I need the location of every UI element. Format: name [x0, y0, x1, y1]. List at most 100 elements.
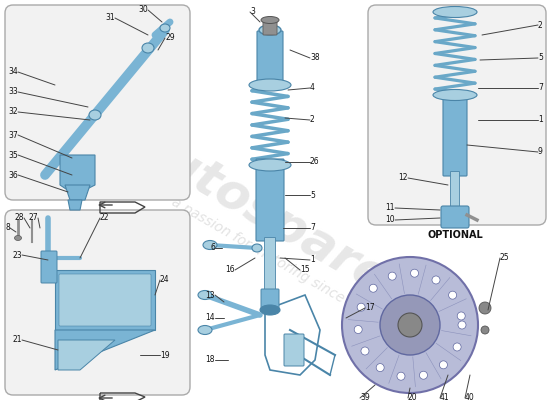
Circle shape — [380, 295, 440, 355]
Text: 12: 12 — [399, 174, 408, 182]
Text: 2: 2 — [310, 116, 315, 124]
Text: 29: 29 — [165, 34, 175, 42]
Text: 22: 22 — [100, 214, 109, 222]
Text: 20: 20 — [408, 394, 417, 400]
FancyBboxPatch shape — [284, 334, 304, 366]
Text: 8: 8 — [6, 224, 10, 232]
Circle shape — [397, 372, 405, 380]
Text: 7: 7 — [538, 84, 543, 92]
Ellipse shape — [198, 290, 212, 300]
FancyBboxPatch shape — [5, 5, 190, 200]
Text: 3: 3 — [250, 8, 255, 16]
FancyBboxPatch shape — [256, 159, 284, 241]
Ellipse shape — [203, 240, 217, 250]
Circle shape — [453, 343, 461, 351]
Text: 2: 2 — [538, 20, 543, 30]
Text: 23: 23 — [12, 250, 22, 260]
Ellipse shape — [142, 43, 154, 53]
Ellipse shape — [89, 110, 101, 120]
Text: OPTIONAL: OPTIONAL — [427, 230, 483, 240]
FancyBboxPatch shape — [450, 172, 459, 210]
Text: 10: 10 — [386, 216, 395, 224]
Text: 41: 41 — [440, 394, 450, 400]
Ellipse shape — [433, 90, 477, 100]
Text: 34: 34 — [8, 68, 18, 76]
Text: 1: 1 — [538, 116, 543, 124]
Text: 18: 18 — [206, 356, 215, 364]
FancyBboxPatch shape — [265, 238, 276, 294]
Text: a passion for motoring since 1989: a passion for motoring since 1989 — [169, 195, 381, 325]
Text: 7: 7 — [310, 224, 315, 232]
Text: 26: 26 — [310, 158, 320, 166]
Text: 39: 39 — [360, 394, 370, 400]
Text: 33: 33 — [8, 88, 18, 96]
Circle shape — [369, 284, 377, 292]
Ellipse shape — [260, 305, 280, 315]
Text: 21: 21 — [13, 336, 22, 344]
Text: 25: 25 — [500, 254, 510, 262]
Text: 6: 6 — [210, 244, 215, 252]
Text: 14: 14 — [205, 314, 215, 322]
FancyBboxPatch shape — [443, 94, 467, 176]
Text: 1: 1 — [310, 256, 315, 264]
Text: 19: 19 — [160, 350, 169, 360]
Polygon shape — [55, 330, 155, 370]
Text: 4: 4 — [310, 84, 315, 92]
Text: 11: 11 — [386, 204, 395, 212]
FancyBboxPatch shape — [257, 31, 283, 88]
Ellipse shape — [160, 24, 170, 32]
Circle shape — [458, 321, 466, 329]
Circle shape — [420, 371, 427, 379]
Ellipse shape — [198, 326, 212, 334]
Polygon shape — [60, 155, 95, 195]
Polygon shape — [55, 270, 155, 330]
Circle shape — [449, 291, 456, 299]
Text: 38: 38 — [310, 54, 320, 62]
Text: 17: 17 — [365, 304, 375, 312]
Ellipse shape — [252, 244, 262, 252]
Text: 9: 9 — [538, 148, 543, 156]
FancyBboxPatch shape — [59, 274, 151, 326]
Ellipse shape — [249, 79, 291, 91]
Text: 32: 32 — [8, 108, 18, 116]
Text: autosparex: autosparex — [125, 120, 425, 320]
Ellipse shape — [249, 159, 291, 171]
Text: 30: 30 — [138, 6, 148, 14]
Text: 40: 40 — [465, 394, 475, 400]
Circle shape — [342, 257, 478, 393]
Circle shape — [398, 313, 422, 337]
FancyBboxPatch shape — [261, 289, 279, 311]
FancyBboxPatch shape — [368, 5, 546, 225]
Ellipse shape — [14, 236, 21, 240]
Text: 13: 13 — [205, 290, 215, 300]
Circle shape — [357, 303, 365, 311]
Text: 35: 35 — [8, 150, 18, 160]
Circle shape — [354, 326, 362, 334]
Ellipse shape — [259, 25, 281, 35]
FancyBboxPatch shape — [41, 251, 57, 283]
FancyBboxPatch shape — [5, 210, 190, 395]
Text: 31: 31 — [106, 14, 115, 22]
Circle shape — [457, 312, 465, 320]
Circle shape — [439, 361, 447, 369]
FancyBboxPatch shape — [441, 206, 469, 228]
Ellipse shape — [433, 6, 477, 18]
Text: 36: 36 — [8, 170, 18, 180]
Circle shape — [361, 347, 369, 355]
Text: 5: 5 — [310, 190, 315, 200]
Circle shape — [481, 326, 489, 334]
Text: 15: 15 — [300, 266, 310, 274]
Circle shape — [388, 272, 396, 280]
Circle shape — [410, 269, 419, 277]
Text: 27: 27 — [29, 214, 38, 222]
Text: 37: 37 — [8, 130, 18, 140]
Circle shape — [376, 364, 384, 372]
Text: 16: 16 — [226, 266, 235, 274]
Circle shape — [479, 302, 491, 314]
Circle shape — [432, 276, 440, 284]
Text: 24: 24 — [160, 276, 169, 284]
Text: 5: 5 — [538, 54, 543, 62]
FancyBboxPatch shape — [263, 19, 277, 35]
Text: 28: 28 — [14, 214, 24, 222]
Polygon shape — [65, 185, 90, 200]
